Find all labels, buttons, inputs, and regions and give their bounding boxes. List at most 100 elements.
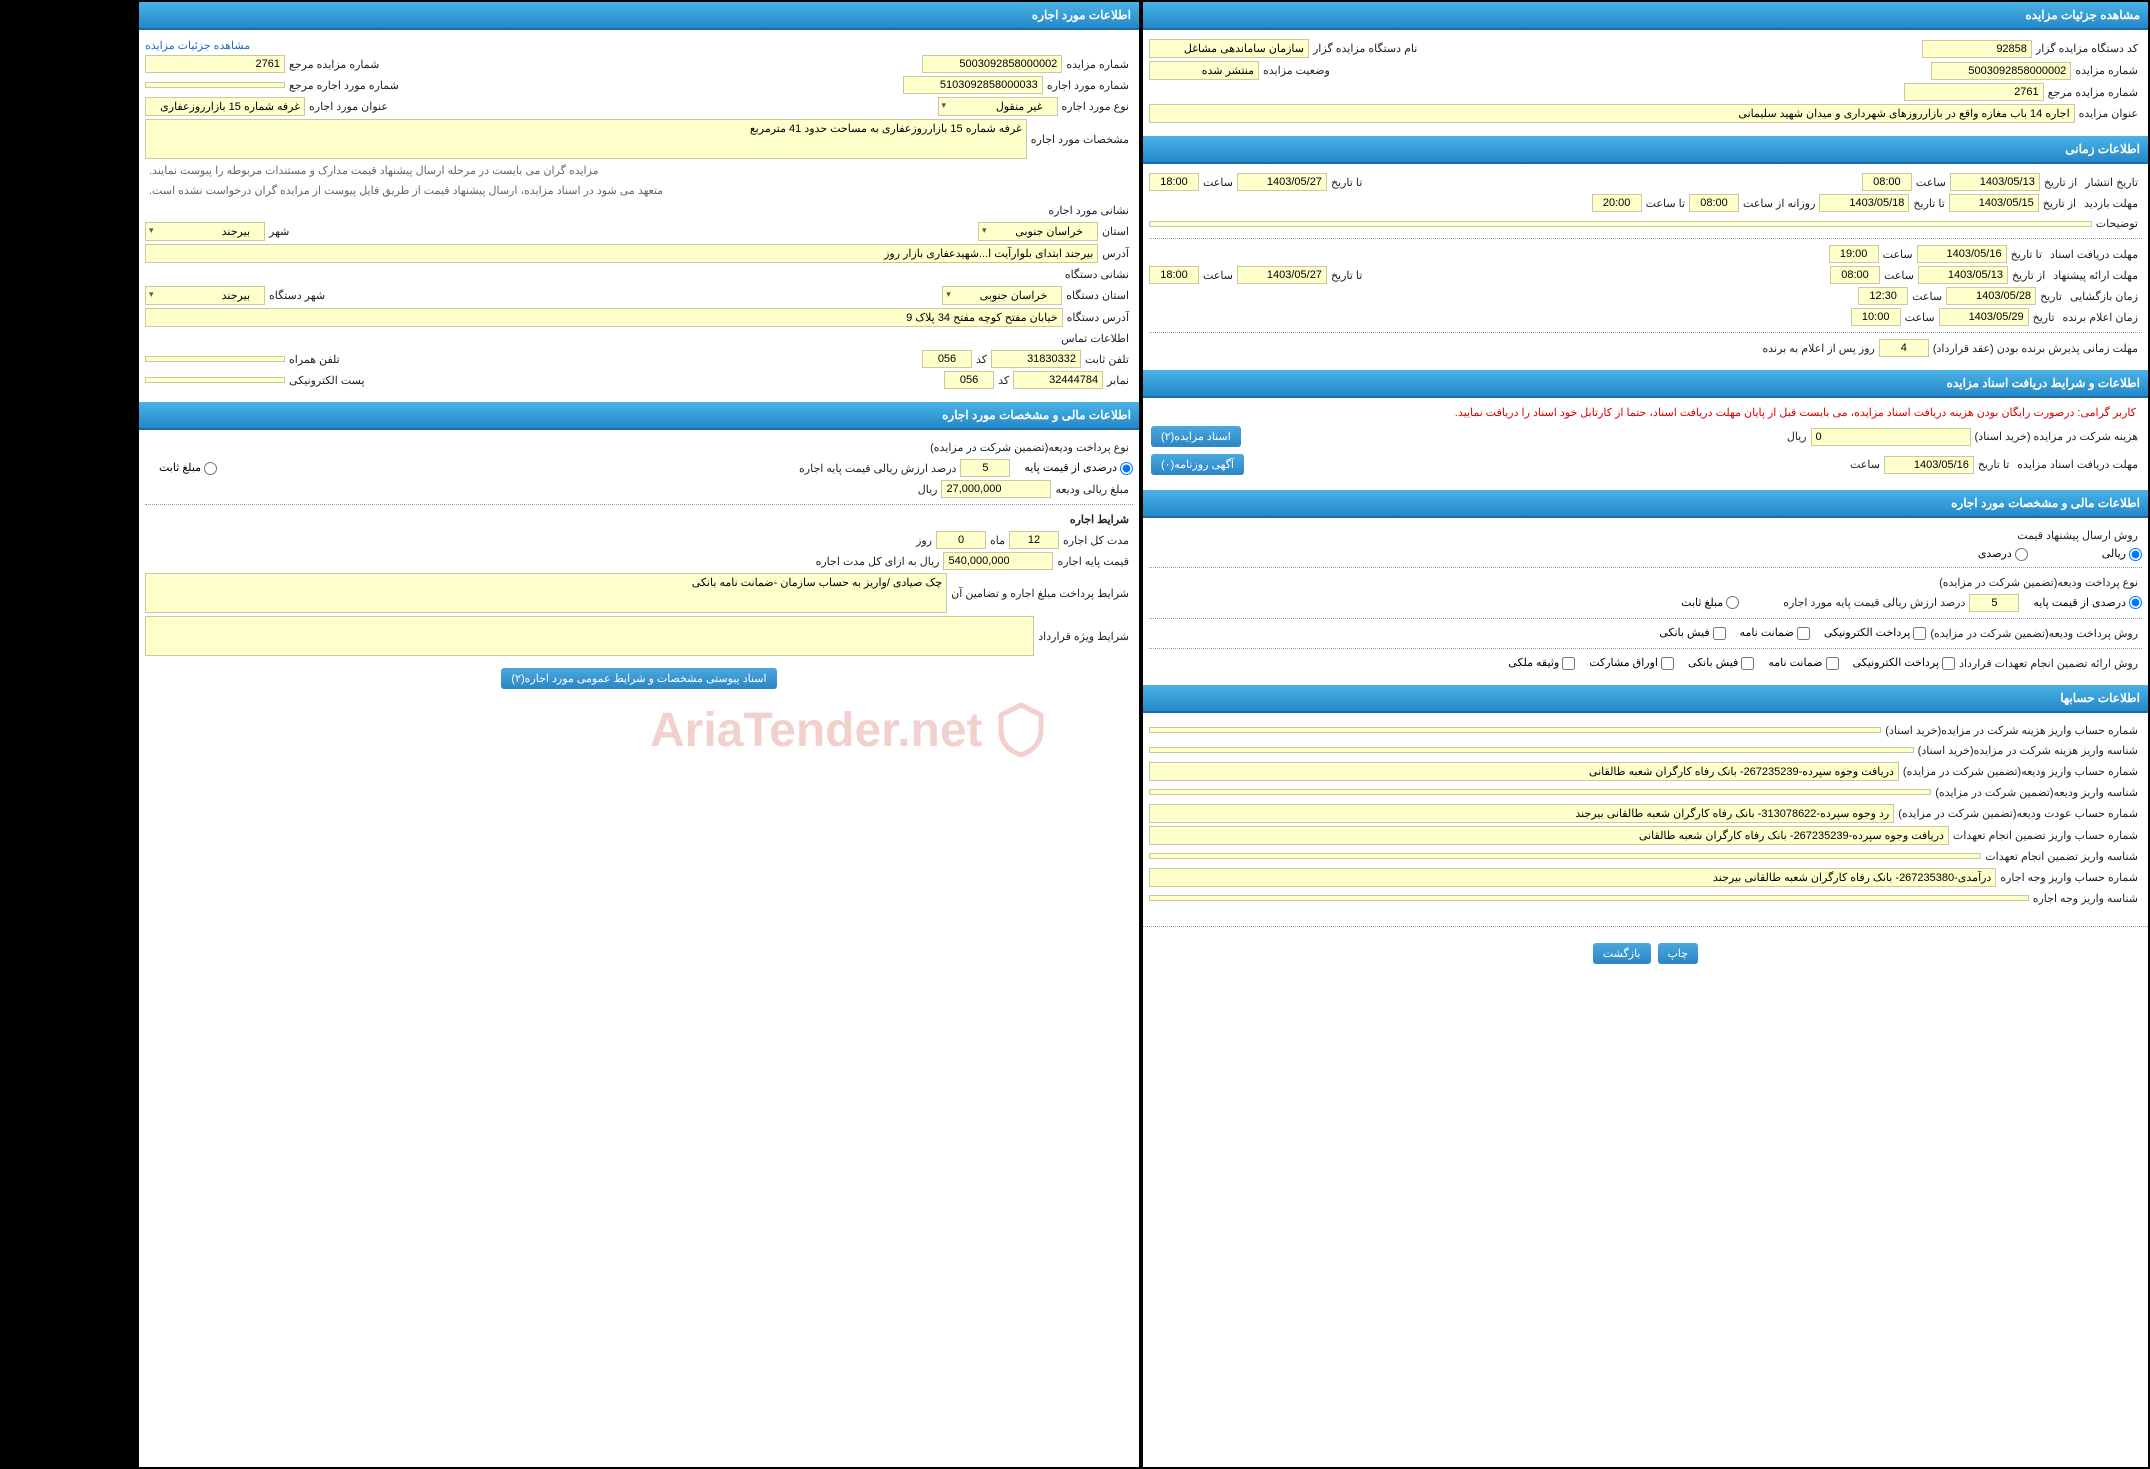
lbl-l-shmaz: شماره مزایده [1062, 56, 1133, 73]
val-durd: 0 [936, 531, 986, 549]
lbl-cost: هزینه شرکت در مزایده (خرید اسناد) [1971, 428, 2142, 445]
radio-darsadi[interactable]: درصدی [1978, 547, 2028, 561]
val-dadr: خیابان مفتح کوچه مفتح 34 پلاک 9 [145, 308, 1063, 327]
lbl-acc5: شماره حساب عودت ودیعه(تضمین شرکت در مزای… [1894, 805, 2142, 822]
val-propfrom: 1403/05/13 [1918, 266, 2008, 284]
radio-riali[interactable]: ریالی [2102, 547, 2142, 561]
docs-warning: کاربر گرامی: درصورت رایگان بودن هزینه در… [1149, 404, 2142, 421]
val-acc7 [1149, 853, 1981, 859]
val-tel: 31830332 [991, 350, 1081, 368]
lbl-rial: ریال [1783, 428, 1811, 445]
val-namd: سازمان ساماندهی مشاغل [1149, 39, 1309, 58]
lbl-contact: اطلاعات تماس [1057, 330, 1133, 347]
val-paycond: چک صیادی /واریز به حساب سازمان -ضمانت نا… [145, 573, 947, 613]
radio-sabet[interactable]: مبلغ ثابت [1681, 596, 1739, 610]
val-acc8: درآمدی-267235380- بانک رفاه کارگران شعبه… [1149, 868, 1996, 887]
lbl-day: روز [912, 532, 936, 549]
header-docscond: اطلاعات و شرایط دریافت اسناد مزایده [1143, 370, 2148, 398]
chk-pay2[interactable]: ضمانت نامه [1740, 626, 1810, 640]
chk-pay3[interactable]: فیش بانکی [1659, 626, 1725, 640]
chk-g4[interactable]: اوراق مشارکت [1589, 656, 1674, 670]
lbl-ostan: استان [1098, 223, 1133, 240]
btn-print[interactable]: چاپ [1658, 943, 1699, 964]
chk-g2[interactable]: ضمانت نامه [1768, 656, 1838, 670]
lbl-rial2: ریال [914, 481, 942, 498]
lbl-time3: ساعت [1879, 246, 1917, 263]
val-pubtot: 18:00 [1149, 173, 1199, 191]
chk-pay1[interactable]: پرداخت الکترونیکی [1824, 626, 1927, 640]
btn-agahi[interactable]: آگهی روزنامه(۰) [1151, 454, 1244, 475]
val-andate: 1403/05/29 [1939, 308, 2029, 326]
lbl-l-onvan: عنوان مورد اجاره [305, 98, 392, 115]
lbl-daily: روزانه از ساعت [1739, 195, 1819, 212]
val-propto: 1403/05/27 [1237, 266, 1327, 284]
lbl-fax: نمابر [1103, 372, 1133, 389]
lbl-spcond: شرایط ویژه قرارداد [1034, 628, 1133, 645]
sel-ostan[interactable]: خراسان جنوبی [978, 222, 1098, 241]
btn-back[interactable]: بازگشت [1593, 943, 1651, 964]
sel-no[interactable]: غیر منقول [938, 97, 1058, 116]
btn-attach[interactable]: اسناد پیوستی مشخصات و شرایط عمومی مورد ا… [501, 668, 776, 689]
header-timing: اطلاعات زمانی [1143, 136, 2148, 164]
val-l-spec: غرفه شماره 15 بازارروزعفاری به مساحت حدو… [145, 119, 1027, 159]
lbl-acc4: شناسه واریز ودیعه(تضمین شرکت در مزایده) [1931, 784, 2142, 801]
val-opendate: 1403/05/28 [1946, 287, 2036, 305]
lbl-to2: تا تاریخ [1909, 195, 1948, 212]
lbl-depamt: مبلغ ریالی ودیعه [1051, 481, 1133, 498]
lbl-method: روش ارسال پیشنهاد قیمت [2013, 527, 2142, 544]
lbl-acc1: شماره حساب واریز هزینه شرکت در مزایده(خر… [1881, 722, 2142, 739]
header-details: مشاهده جزئیات مزایده [1143, 2, 2148, 30]
lbl-acc9: شناسه واریز وجه اجاره [2029, 890, 2142, 907]
val-l-percent: 5 [960, 459, 1010, 477]
val-pubfromt: 08:00 [1862, 173, 1912, 191]
val-kod2: 056 [922, 350, 972, 368]
lbl-time5: ساعت [1199, 267, 1237, 284]
lbl-month: ماه [986, 532, 1009, 549]
val-acc2 [1149, 747, 1914, 753]
val-dailyto: 20:00 [1592, 194, 1642, 212]
val-dailyfrom: 08:00 [1689, 194, 1739, 212]
val-l-shref: 2761 [145, 55, 285, 73]
btn-asnad[interactable]: اسناد مزایده(۲) [1151, 426, 1241, 447]
lbl-paymethod: روش پرداخت ودیعه(تضمین شرکت در مزایده) [1926, 625, 2142, 642]
lbl-docs: مهلت دریافت اسناد [2046, 246, 2142, 263]
chk-g1[interactable]: پرداخت الکترونیکی [1853, 656, 1956, 670]
val-pubto: 1403/05/27 [1237, 173, 1327, 191]
chk-g5[interactable]: وثیقه ملکی [1508, 656, 1575, 670]
note2: متعهد می شود در اسناد مزایده، ارسال پیشن… [145, 182, 667, 199]
sel-dostan[interactable]: خراسان جنوبی [942, 286, 1062, 305]
lbl-mob: تلفن همراه [285, 351, 344, 368]
val-acc5: رد وجوه سپرده-313078622- بانک رفاه کارگر… [1149, 804, 1894, 823]
val-proptot: 18:00 [1149, 266, 1199, 284]
radio-l-sabet[interactable]: مبلغ ثابت [159, 461, 217, 475]
val-spcond [145, 616, 1034, 656]
sel-shahr[interactable]: بیرجند [145, 222, 265, 241]
lbl-acc7: شناسه واریز تضمین انجام تعهدات [1981, 848, 2142, 865]
val-kod3: 056 [944, 371, 994, 389]
sel-dshahr[interactable]: بیرجند [145, 286, 265, 305]
lbl-time6: ساعت [1908, 288, 1946, 305]
lbl-to4: تا تاریخ [1327, 267, 1366, 284]
val-onvan: اجاره 14 باب مغازه واقع در بازارروزهای ش… [1149, 104, 2075, 123]
lbl-dailyto: تا ساعت [1642, 195, 1689, 212]
val-deadline: 1403/05/16 [1884, 456, 1974, 474]
lbl-kod3: کد [994, 372, 1013, 389]
link-details[interactable]: مشاهده جزئیات مزایده [145, 39, 250, 52]
lbl-adr: آدرس [1098, 245, 1133, 262]
radio-darsadq[interactable]: درصدی از قیمت پایه [2033, 596, 2142, 610]
lbl-acc2: شناسه واریز هزینه شرکت در مزایده(خرید اس… [1914, 742, 2142, 759]
val-visitfrom: 1403/05/15 [1949, 194, 2039, 212]
lbl-visit: مهلت بازدید [2080, 195, 2142, 212]
radio-l-percent[interactable]: درصدی از قیمت پایه [1024, 461, 1133, 475]
lbl-shref: شماره مزایده مرجع [2044, 84, 2142, 101]
lbl-guarantee: روش ارائه تضمین انجام تعهدات قرارداد [1955, 655, 2142, 672]
val-l-shejref [145, 82, 285, 88]
chk-g3[interactable]: فیش بانکی [1688, 656, 1754, 670]
lbl-acc8: شماره حساب واریز وجه اجاره [1996, 869, 2142, 886]
lbl-acc6: شماره حساب واریز تضمین انجام تعهدات [1949, 827, 2142, 844]
lbl-kod2: کد [972, 351, 991, 368]
val-durm: 12 [1009, 531, 1059, 549]
lbl-l-no: نوع مورد اجاره [1058, 98, 1134, 115]
lbl-dev-addr: نشانی دستگاه [1061, 266, 1133, 283]
val-docsto: 1403/05/16 [1917, 245, 2007, 263]
